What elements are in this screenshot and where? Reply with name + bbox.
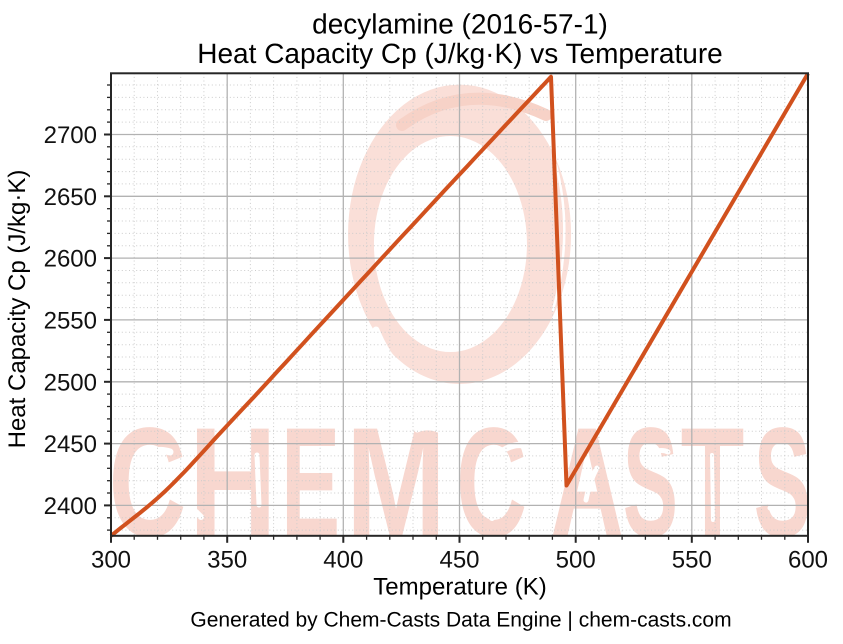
svg-text:decylamine (2016-57-1): decylamine (2016-57-1) [312,9,608,40]
svg-text:Heat Capacity Cp (J/kg·K): Heat Capacity Cp (J/kg·K) [4,170,31,449]
svg-text:2650: 2650 [44,184,97,211]
svg-text:350: 350 [207,547,247,574]
svg-text:400: 400 [323,547,363,574]
svg-text:300: 300 [91,547,131,574]
svg-text:2500: 2500 [44,369,97,396]
svg-text:Temperature (K): Temperature (K) [373,573,546,600]
svg-text:500: 500 [556,547,596,574]
svg-text:550: 550 [672,547,712,574]
svg-text:2450: 2450 [44,431,97,458]
svg-text:600: 600 [788,547,828,574]
svg-text:C: C [109,396,187,570]
svg-text:Heat Capacity Cp (J/kg·K) vs T: Heat Capacity Cp (J/kg·K) vs Temperature [197,38,722,69]
svg-text:2550: 2550 [44,307,97,334]
svg-text:2400: 2400 [44,493,97,520]
svg-text:Generated by Chem-Casts Data E: Generated by Chem-Casts Data Engine | ch… [190,609,731,632]
svg-text:2700: 2700 [44,122,97,149]
svg-text:2600: 2600 [44,246,97,273]
svg-text:450: 450 [439,547,479,574]
